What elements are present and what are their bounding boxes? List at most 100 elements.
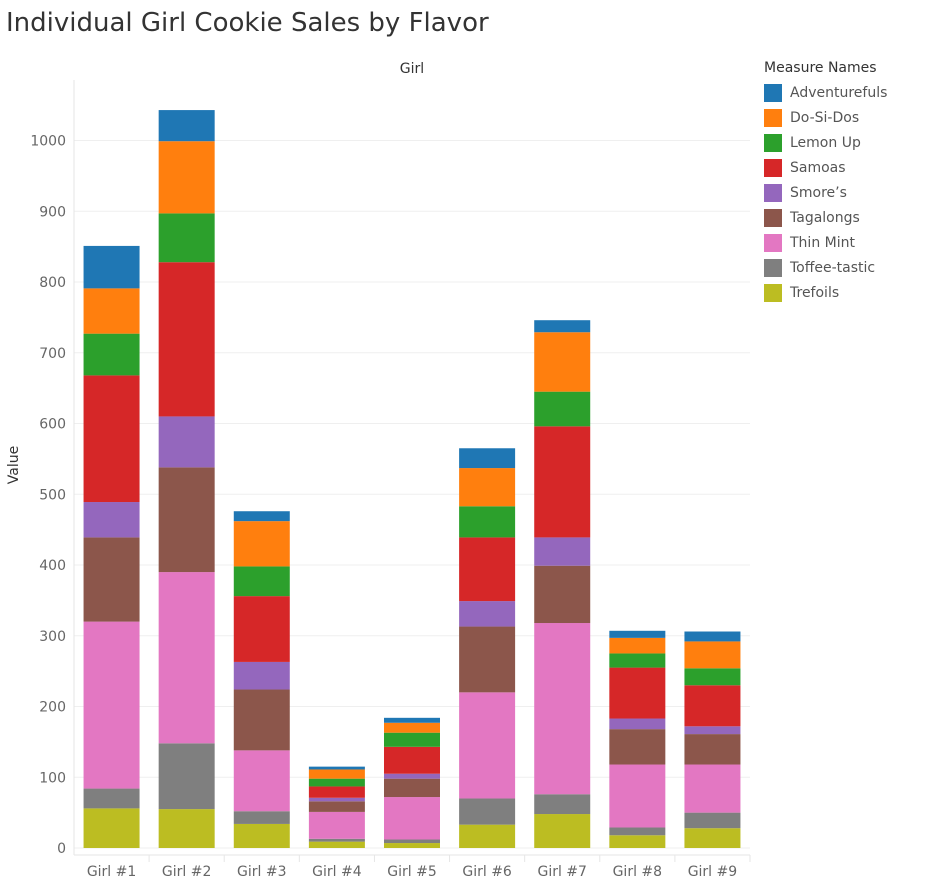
bar-segment[interactable] (233, 566, 290, 597)
bar-segment[interactable] (308, 838, 365, 842)
bar-segment[interactable] (684, 685, 741, 727)
bar-segment[interactable] (83, 245, 140, 289)
bar-segment[interactable] (459, 537, 516, 602)
bar-segment[interactable] (459, 824, 516, 848)
bar-segment[interactable] (158, 262, 215, 417)
bar-segment[interactable] (158, 467, 215, 573)
bar-segment[interactable] (233, 811, 290, 824)
bar-segment[interactable] (384, 773, 440, 779)
bar-segment[interactable] (233, 511, 290, 522)
bar-segment[interactable] (684, 764, 741, 813)
bar-segment[interactable] (534, 623, 591, 795)
bar-segment[interactable] (534, 320, 591, 333)
legend-item[interactable]: Samoas (764, 155, 934, 180)
bar-segment[interactable] (684, 726, 741, 735)
bar-segment[interactable] (158, 572, 215, 744)
bar-segment[interactable] (609, 764, 666, 828)
bar-segment[interactable] (83, 502, 140, 538)
bar-segment[interactable] (459, 626, 516, 693)
bar-segment[interactable] (384, 778, 440, 798)
legend-item[interactable]: Toffee-tastic (764, 255, 934, 280)
bar-segment[interactable] (684, 812, 741, 829)
bar-segment[interactable] (609, 653, 666, 668)
bar-segment[interactable] (158, 743, 215, 810)
bar-segment[interactable] (158, 110, 215, 142)
bar-segment[interactable] (233, 689, 290, 751)
bar-segment[interactable] (158, 213, 215, 263)
bar-segment[interactable] (609, 637, 666, 654)
bar-segment[interactable] (158, 141, 215, 214)
bar-segment[interactable] (684, 828, 741, 848)
legend-label: Smore’s (790, 184, 847, 201)
bar-segment[interactable] (308, 797, 365, 802)
legend-item[interactable]: Tagalongs (764, 205, 934, 230)
bar-segment[interactable] (534, 814, 591, 848)
legend-item[interactable]: Thin Mint (764, 230, 934, 255)
legend-item[interactable]: Lemon Up (764, 130, 934, 155)
bar-segment[interactable] (158, 416, 215, 468)
bar-segment[interactable] (534, 565, 591, 624)
bar-segment[interactable] (459, 448, 516, 469)
bar-segment[interactable] (459, 601, 516, 627)
bar-segment[interactable] (384, 843, 440, 848)
bar-segment[interactable] (308, 786, 365, 798)
legend: Measure Names Adventurefuls Do-Si-Dos Lemo… (764, 60, 934, 305)
x-tick-label: Girl #6 (462, 864, 512, 880)
bar-segment[interactable] (384, 746, 440, 774)
legend-item[interactable]: Do-Si-Dos (764, 105, 934, 130)
bar-segment[interactable] (308, 778, 365, 787)
bar-segment[interactable] (684, 668, 741, 686)
bar-segment[interactable] (384, 722, 440, 733)
bar-segment[interactable] (83, 621, 140, 789)
bar-segment[interactable] (233, 661, 290, 690)
legend-swatch (764, 208, 782, 227)
bar-segment[interactable] (384, 839, 440, 844)
bar-segment[interactable] (609, 667, 666, 719)
bar-segment[interactable] (684, 641, 741, 669)
bar-segment[interactable] (83, 537, 140, 622)
legend-label: Thin Mint (790, 234, 855, 251)
bar-segment[interactable] (83, 808, 140, 848)
bar-segment[interactable] (308, 769, 365, 779)
bar-segment[interactable] (684, 631, 741, 642)
y-tick-label: 1000 (30, 134, 66, 150)
bar-segment[interactable] (233, 521, 290, 567)
bar-segment[interactable] (83, 375, 140, 503)
bar-segment[interactable] (233, 823, 290, 848)
bar-segment[interactable] (233, 596, 290, 662)
bar-segment[interactable] (609, 835, 666, 848)
bar-segment[interactable] (384, 732, 440, 747)
bar-segment[interactable] (534, 332, 591, 392)
bar-segment[interactable] (534, 391, 591, 427)
bar-segment[interactable] (233, 750, 290, 812)
bar-segment[interactable] (308, 811, 365, 839)
bar-segment[interactable] (83, 333, 140, 376)
legend-item[interactable]: Smore’s (764, 180, 934, 205)
bar-segment[interactable] (459, 506, 516, 538)
bar-segment[interactable] (534, 426, 591, 538)
bar-segment[interactable] (83, 288, 140, 334)
bar-segment[interactable] (308, 801, 365, 812)
bar-segment[interactable] (158, 809, 215, 848)
legend-item[interactable]: Adventurefuls (764, 80, 934, 105)
chart-title: Individual Girl Cookie Sales by Flavor (6, 8, 489, 38)
bar-segment[interactable] (609, 827, 666, 836)
y-tick-label: 200 (39, 700, 66, 716)
legend-item[interactable]: Trefoils (764, 280, 934, 305)
x-tick-label: Girl #1 (87, 864, 136, 880)
bar-segment[interactable] (609, 718, 666, 730)
bar-segment[interactable] (384, 797, 440, 840)
bar-segment[interactable] (384, 717, 440, 723)
bar-segment[interactable] (83, 788, 140, 809)
bar-segment[interactable] (459, 692, 516, 799)
bar-segment[interactable] (609, 729, 666, 765)
bar-segment[interactable] (609, 630, 666, 638)
bar-segment[interactable] (459, 468, 516, 507)
bar-segment[interactable] (534, 794, 591, 815)
bar-segment[interactable] (459, 798, 516, 825)
bar-segment[interactable] (308, 841, 365, 848)
bar-segment[interactable] (534, 537, 591, 566)
legend-swatch (764, 183, 782, 202)
bar-segment[interactable] (684, 734, 741, 765)
bar-segment[interactable] (308, 766, 365, 770)
